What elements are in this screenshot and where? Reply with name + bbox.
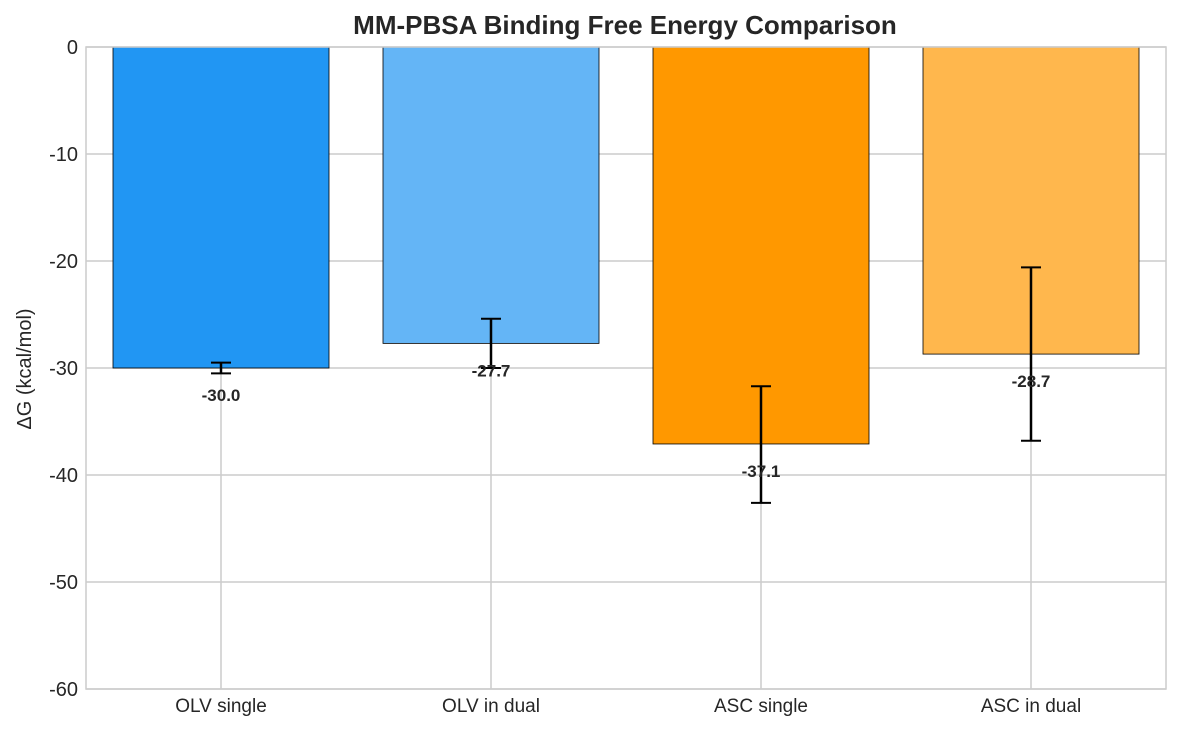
y-tick-label: -50 <box>49 572 78 594</box>
error-bar-layer <box>211 266 1041 504</box>
data-label-layer: -30.0 -27.7 -37.1 -28.7 <box>202 361 1051 481</box>
bar <box>112 46 330 369</box>
bar <box>652 46 870 445</box>
x-tick-label: ASC in dual <box>981 696 1081 717</box>
data-label: -27.7 <box>472 361 511 380</box>
data-label: -30.0 <box>202 386 241 405</box>
y-axis-label: ΔG (kcal/mol) <box>14 308 36 429</box>
y-tick-label: -10 <box>49 144 78 166</box>
y-tick-label: 0 <box>67 37 78 59</box>
x-tick-label: ASC single <box>714 696 808 717</box>
data-label: -28.7 <box>1012 372 1051 391</box>
data-label: -37.1 <box>742 462 781 481</box>
y-tick-label: -40 <box>49 465 78 487</box>
x-tick-label: OLV in dual <box>442 696 540 717</box>
bar-layer <box>112 46 1140 445</box>
y-tick-label: -60 <box>49 679 78 701</box>
plot-frame <box>85 46 1167 690</box>
bar <box>382 46 600 344</box>
axis-layer: 0 -10 -20 -30 -40 -50 -60 OLV single OLV in dual… <box>49 37 1167 717</box>
chart-title: MM-PBSA Binding Free Energy Comparison <box>353 10 897 40</box>
y-tick-label: -30 <box>49 358 78 380</box>
y-tick-label: -20 <box>49 251 78 273</box>
x-tick-label: OLV single <box>175 696 267 717</box>
